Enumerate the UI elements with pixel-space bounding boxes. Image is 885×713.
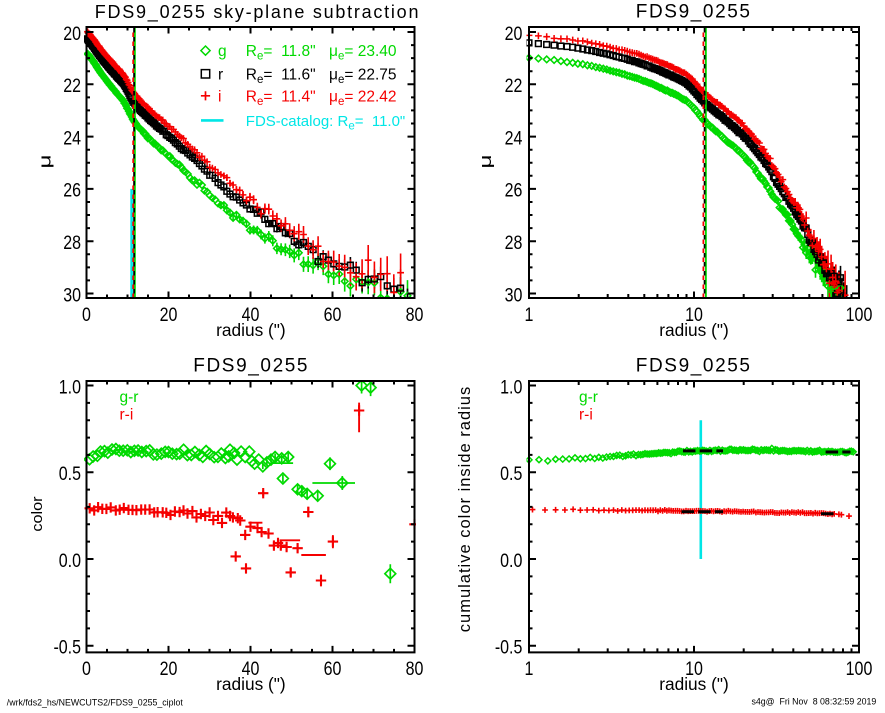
svg-text:100: 100 bbox=[846, 304, 873, 326]
svg-text:r-i: r-i bbox=[579, 407, 593, 424]
svg-text:22: 22 bbox=[505, 75, 523, 97]
svg-text:μ: μ bbox=[477, 154, 495, 168]
svg-text:40: 40 bbox=[242, 657, 260, 679]
svg-text:radius ("): radius (") bbox=[659, 674, 729, 694]
svg-text:-0.5: -0.5 bbox=[53, 636, 81, 658]
svg-text:μ: μ bbox=[36, 154, 54, 168]
svg-text:g-r: g-r bbox=[120, 389, 139, 406]
svg-text:24: 24 bbox=[63, 127, 81, 149]
svg-text:1: 1 bbox=[525, 304, 534, 326]
svg-text:s4g@ Fri Nov 8 08:32:59 2019: s4g@ Fri Nov 8 08:32:59 2019 bbox=[751, 697, 876, 707]
svg-text:g-r: g-r bbox=[579, 389, 598, 406]
svg-text:FDS9_0255 sky-plane subtractio: FDS9_0255 sky-plane subtraction bbox=[95, 2, 420, 23]
svg-text:radius ("): radius (") bbox=[216, 674, 286, 694]
svg-text:0.5: 0.5 bbox=[59, 463, 81, 485]
svg-text:Re= 11.8": Re= 11.8" bbox=[246, 43, 316, 63]
svg-text:10: 10 bbox=[685, 657, 703, 679]
svg-text:100: 100 bbox=[846, 657, 873, 679]
svg-text:80: 80 bbox=[406, 304, 424, 326]
svg-text:FDS-catalog: Re= 11.0": FDS-catalog: Re= 11.0" bbox=[246, 113, 405, 133]
svg-text:1: 1 bbox=[525, 657, 534, 679]
svg-text:30: 30 bbox=[63, 284, 81, 306]
svg-text:1.0: 1.0 bbox=[59, 376, 81, 398]
svg-text:20: 20 bbox=[160, 304, 178, 326]
svg-text:0: 0 bbox=[82, 304, 91, 326]
svg-text:μe= 23.40: μe= 23.40 bbox=[329, 43, 397, 63]
svg-text:80: 80 bbox=[406, 657, 424, 679]
svg-text:26: 26 bbox=[505, 179, 523, 201]
svg-text:Re= 11.6": Re= 11.6" bbox=[246, 66, 316, 86]
svg-text:r-i: r-i bbox=[120, 407, 134, 424]
svg-text:24: 24 bbox=[505, 127, 523, 149]
svg-text:28: 28 bbox=[63, 232, 81, 254]
svg-text:FDS9_0255: FDS9_0255 bbox=[636, 356, 752, 377]
svg-text:20: 20 bbox=[63, 22, 81, 44]
svg-text:g: g bbox=[218, 43, 227, 60]
svg-text:20: 20 bbox=[160, 657, 178, 679]
svg-text:60: 60 bbox=[324, 657, 342, 679]
svg-text:22: 22 bbox=[63, 75, 81, 97]
svg-text:r: r bbox=[218, 66, 223, 83]
svg-text:0.5: 0.5 bbox=[500, 463, 522, 485]
svg-text:-0.5: -0.5 bbox=[495, 636, 523, 658]
svg-text:radius ("): radius (") bbox=[659, 320, 729, 340]
svg-text:i: i bbox=[218, 88, 221, 105]
svg-text:μe= 22.75: μe= 22.75 bbox=[329, 66, 397, 86]
svg-text:0: 0 bbox=[82, 657, 91, 679]
svg-text:10: 10 bbox=[685, 304, 703, 326]
svg-text:radius ("): radius (") bbox=[216, 320, 286, 340]
svg-text:26: 26 bbox=[63, 179, 81, 201]
svg-text:FDS9_0255: FDS9_0255 bbox=[636, 2, 752, 23]
svg-text:FDS9_0255: FDS9_0255 bbox=[193, 356, 309, 377]
svg-text:1.0: 1.0 bbox=[500, 376, 522, 398]
svg-text:/wrk/fds2_hs/NEWCUTS2/FDS9_025: /wrk/fds2_hs/NEWCUTS2/FDS9_0255_ciplot bbox=[7, 697, 184, 707]
svg-text:28: 28 bbox=[505, 232, 523, 254]
svg-text:20: 20 bbox=[505, 22, 523, 44]
svg-text:μe= 22.42: μe= 22.42 bbox=[329, 88, 397, 108]
svg-text:0.0: 0.0 bbox=[59, 549, 81, 571]
svg-text:cumulative color inside radius: cumulative color inside radius bbox=[456, 386, 474, 632]
svg-text:color: color bbox=[30, 496, 46, 531]
svg-text:40: 40 bbox=[242, 304, 260, 326]
svg-text:60: 60 bbox=[324, 304, 342, 326]
svg-text:Re= 11.4": Re= 11.4" bbox=[246, 88, 316, 108]
svg-text:0.0: 0.0 bbox=[500, 549, 522, 571]
svg-text:30: 30 bbox=[505, 284, 523, 306]
